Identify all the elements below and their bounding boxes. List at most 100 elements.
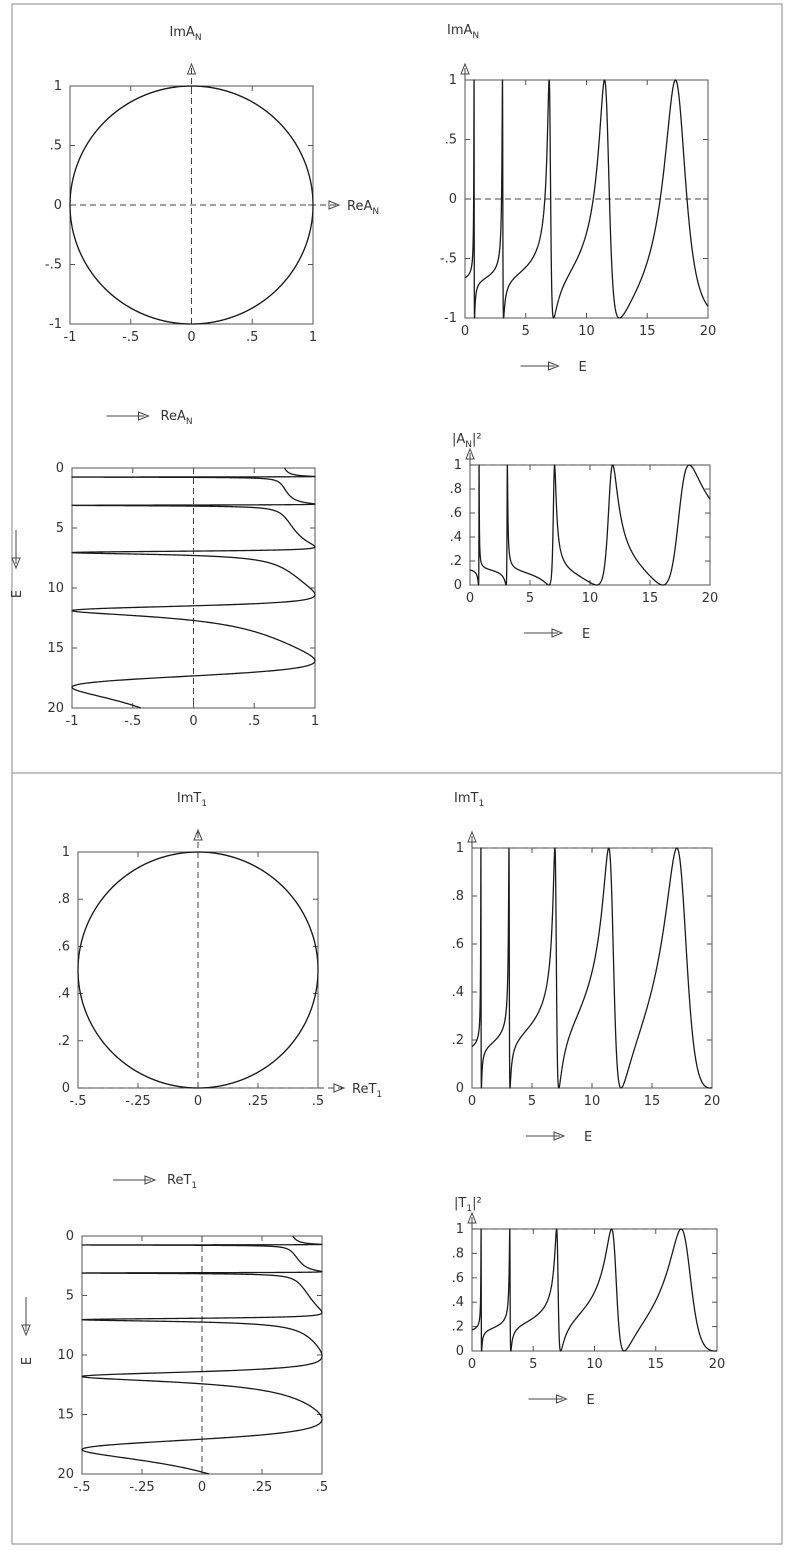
- x-tick-label: -.5: [122, 330, 139, 345]
- data-curve: [77, 851, 319, 1089]
- x-tick-label: 5: [529, 1357, 537, 1372]
- y-tick-label: .8: [452, 889, 464, 904]
- up-arrow-icon: [193, 828, 203, 841]
- x-tick-label: -.5: [73, 1480, 90, 1495]
- x-tick-label: .5: [246, 330, 258, 345]
- up-arrow-icon: [186, 62, 197, 75]
- x-tick-label: 20: [709, 1357, 726, 1372]
- caption-arrow-icon: [556, 1394, 568, 1404]
- y-tick-label: 1: [449, 73, 457, 88]
- x-tick-label: .5: [316, 1480, 328, 1495]
- x-tick-label: 5: [526, 591, 534, 606]
- down-arrow-icon: [21, 1324, 31, 1337]
- x-axis-title: E: [587, 1393, 595, 1408]
- down-arrow-icon: [11, 557, 21, 570]
- y-tick-label: 15: [47, 641, 64, 656]
- caption-label: ReAN: [161, 409, 193, 427]
- data-curve: [71, 467, 316, 709]
- x-tick-label: 10: [582, 591, 599, 606]
- y-axis-title: ImAN: [447, 23, 479, 41]
- caption-label: ReT1: [167, 1173, 197, 1191]
- y-tick-label: .5: [50, 139, 62, 154]
- y-tick-label: .4: [450, 530, 462, 545]
- y-tick-label: .2: [450, 554, 462, 569]
- y-tick-label: .6: [58, 939, 70, 954]
- x-tick-label: 0: [468, 1357, 476, 1372]
- x-axis-title: E: [584, 1130, 592, 1145]
- y-tick-label: .8: [450, 482, 462, 497]
- y-tick-label: .6: [452, 1271, 464, 1286]
- y-axis-title: |AN|²: [452, 432, 482, 450]
- y-tick-label: 1: [54, 79, 62, 94]
- plot-panel-1: -1 -.5 0 .5 1 -1 -.5 0 .5 1 ImAN ReAN ReAN: [45, 25, 379, 427]
- x-tick-label: 0: [194, 1094, 202, 1109]
- plot-panel-5: -.5 -.25 0 .25 .5 0 .2 .4 .6 .8 1 ImT1 ReT1 ReT1: [58, 791, 383, 1191]
- plot-panel-6: 0 5 10 15 20 0 .2 .4 .6 .8 1 ImT1 E: [452, 791, 721, 1145]
- y-tick-label: 0: [449, 192, 457, 207]
- y-tick-label: 0: [54, 198, 62, 213]
- data-curve: [469, 464, 711, 586]
- y-tick-label: .4: [452, 985, 464, 1000]
- y-tick-label: 1: [454, 458, 462, 473]
- right-arrow-icon: [328, 200, 341, 210]
- sheet-border: [11, 3, 783, 1545]
- y-axis-title: ImAN: [169, 25, 201, 43]
- x-tick-label: 20: [702, 591, 719, 606]
- y-axis-title: ImT1: [454, 791, 484, 809]
- plot-panel-7: -.5 -.25 0 .25 .5 0 5 10 15 20 E: [20, 1229, 328, 1495]
- y-tick-label: 15: [57, 1408, 74, 1423]
- plot-frame: [469, 464, 711, 586]
- x-tick-label: -1: [66, 714, 79, 729]
- y-tick-label: .6: [450, 506, 462, 521]
- x-tick-label: .5: [248, 714, 260, 729]
- x-tick-label: .25: [248, 1094, 269, 1109]
- y-tick-label: 1: [456, 841, 464, 856]
- y-tick-label: .2: [452, 1320, 464, 1335]
- y-tick-label: .8: [452, 1246, 464, 1261]
- x-axis-title: E: [579, 360, 587, 375]
- y-tick-label: 0: [456, 1344, 464, 1359]
- y-axis-title: ImT1: [177, 791, 207, 809]
- x-tick-label: -.25: [125, 1094, 150, 1109]
- x-tick-label: 10: [586, 1357, 603, 1372]
- y-tick-label: 10: [47, 581, 64, 596]
- x-tick-label: 0: [461, 324, 469, 339]
- x-tick-label: -.25: [129, 1480, 154, 1495]
- y-tick-label: .5: [445, 133, 457, 148]
- data-curve: [471, 847, 713, 1089]
- y-tick-label: .4: [452, 1295, 464, 1310]
- x-tick-label: 0: [468, 1094, 476, 1109]
- caption-arrow-icon: [551, 628, 564, 638]
- y-tick-label: -1: [444, 311, 457, 326]
- x-tick-label: 5: [522, 324, 530, 339]
- y-tick-label: 0: [456, 1081, 464, 1096]
- plot-panel-4: 0 5 10 15 20 0 .2 .4 .6 .8 1 |AN|² E: [450, 432, 719, 642]
- x-tick-label: 1: [311, 714, 319, 729]
- x-tick-label: 0: [189, 714, 197, 729]
- x-tick-label: 10: [584, 1094, 601, 1109]
- y-tick-label: -.5: [440, 252, 457, 267]
- plot-panel-8: 0 5 10 15 20 0 .2 .4 .6 .8 1 |T1|² E: [452, 1196, 726, 1408]
- y-tick-label: 10: [57, 1348, 74, 1363]
- y-tick-label: 0: [56, 461, 64, 476]
- y-tick-label: 0: [66, 1229, 74, 1244]
- caption-arrow-icon: [138, 411, 150, 421]
- x-axis-title: ReT1: [352, 1082, 382, 1100]
- x-tick-label: 10: [578, 324, 595, 339]
- right-arrow-icon: [333, 1083, 346, 1093]
- y-tick-label: .2: [452, 1033, 464, 1048]
- y-tick-label: 0: [62, 1081, 70, 1096]
- data-curve: [464, 79, 709, 319]
- data-curve: [81, 1235, 323, 1475]
- x-tick-label: 0: [466, 591, 474, 606]
- y-tick-label: 20: [57, 1467, 74, 1482]
- up-arrow-icon: [467, 1211, 477, 1224]
- y-axis-title: E: [10, 590, 25, 598]
- x-axis-title: ReAN: [347, 199, 379, 217]
- x-tick-label: 1: [309, 330, 317, 345]
- up-arrow-icon: [467, 830, 477, 843]
- x-tick-label: 15: [642, 591, 659, 606]
